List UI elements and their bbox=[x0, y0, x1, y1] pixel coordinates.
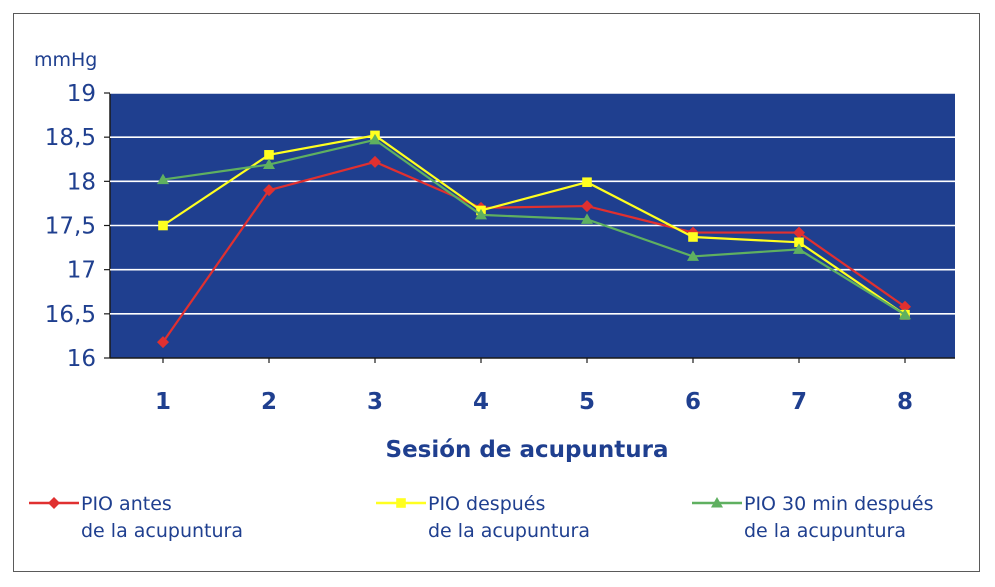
legend-label-line1: PIO 30 min después bbox=[744, 493, 933, 515]
x-tick-label: 6 bbox=[685, 389, 701, 415]
y-tick-label: 16 bbox=[67, 346, 96, 372]
y-tick-label: 17 bbox=[67, 258, 96, 284]
data-point bbox=[899, 308, 911, 320]
y-tick-label: 17,5 bbox=[45, 214, 96, 240]
data-point bbox=[157, 336, 169, 349]
y-tick-label: 19 bbox=[67, 81, 96, 107]
data-point bbox=[369, 133, 381, 145]
legend-entry-3: PIO 30 min después de la acupuntura bbox=[692, 493, 933, 542]
legend-label-line2: de la acupuntura bbox=[428, 520, 590, 542]
data-point bbox=[157, 173, 169, 185]
legend-marker bbox=[711, 497, 723, 508]
series-line bbox=[162, 134, 906, 316]
x-axis-label: Sesión de acupuntura bbox=[386, 437, 669, 463]
legend-entry-2: PIO después de la acupuntura bbox=[376, 493, 590, 542]
data-point bbox=[687, 250, 699, 261]
x-tick-label: 7 bbox=[791, 389, 807, 415]
legend-marker bbox=[48, 497, 60, 509]
data-point bbox=[793, 226, 805, 239]
legend-entry-1: PIO antes de la acupuntura bbox=[29, 493, 243, 542]
y-axis-unit: mmHg bbox=[34, 49, 97, 71]
legend-marker bbox=[396, 498, 406, 508]
x-tick-label: 4 bbox=[473, 389, 489, 415]
data-point bbox=[263, 184, 275, 197]
legend-label-line1: PIO antes bbox=[81, 493, 172, 515]
data-point bbox=[264, 150, 274, 160]
y-tick-label: 18 bbox=[67, 169, 96, 195]
x-tick-label: 5 bbox=[579, 389, 595, 415]
x-tick-label: 2 bbox=[261, 389, 277, 415]
data-point bbox=[899, 300, 911, 313]
y-tick-label: 16,5 bbox=[45, 302, 96, 328]
data-point bbox=[794, 237, 804, 248]
data-point bbox=[581, 200, 593, 213]
data-point bbox=[581, 213, 593, 224]
legend-label-line2: de la acupuntura bbox=[81, 520, 243, 542]
y-tick-label: 18,5 bbox=[45, 125, 96, 151]
data-point bbox=[793, 243, 805, 254]
data-point bbox=[263, 158, 275, 170]
data-point bbox=[475, 208, 487, 220]
x-tick-label: 1 bbox=[155, 389, 171, 415]
series-3 bbox=[157, 133, 911, 320]
data-point bbox=[158, 220, 168, 231]
series-line bbox=[162, 138, 906, 316]
data-point bbox=[582, 177, 592, 188]
series-line bbox=[162, 160, 906, 343]
legend-label-line2: de la acupuntura bbox=[744, 520, 906, 542]
x-tick-label: 3 bbox=[367, 389, 383, 415]
legend-label-line1: PIO después bbox=[428, 493, 545, 515]
x-tick-label: 8 bbox=[897, 389, 913, 415]
data-point bbox=[369, 155, 381, 168]
data-point bbox=[688, 232, 698, 242]
